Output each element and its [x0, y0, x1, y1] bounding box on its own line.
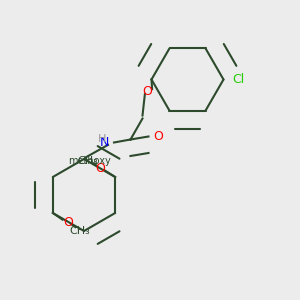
Text: methoxy: methoxy — [68, 155, 111, 166]
Text: O: O — [142, 85, 152, 98]
Text: Cl: Cl — [232, 73, 245, 86]
Text: CH₃: CH₃ — [78, 155, 99, 166]
Text: CH₃: CH₃ — [69, 226, 90, 236]
Text: O: O — [63, 215, 73, 229]
Text: O: O — [95, 161, 105, 175]
Text: H: H — [98, 134, 106, 144]
Text: N: N — [100, 136, 110, 149]
Text: O: O — [153, 130, 163, 143]
